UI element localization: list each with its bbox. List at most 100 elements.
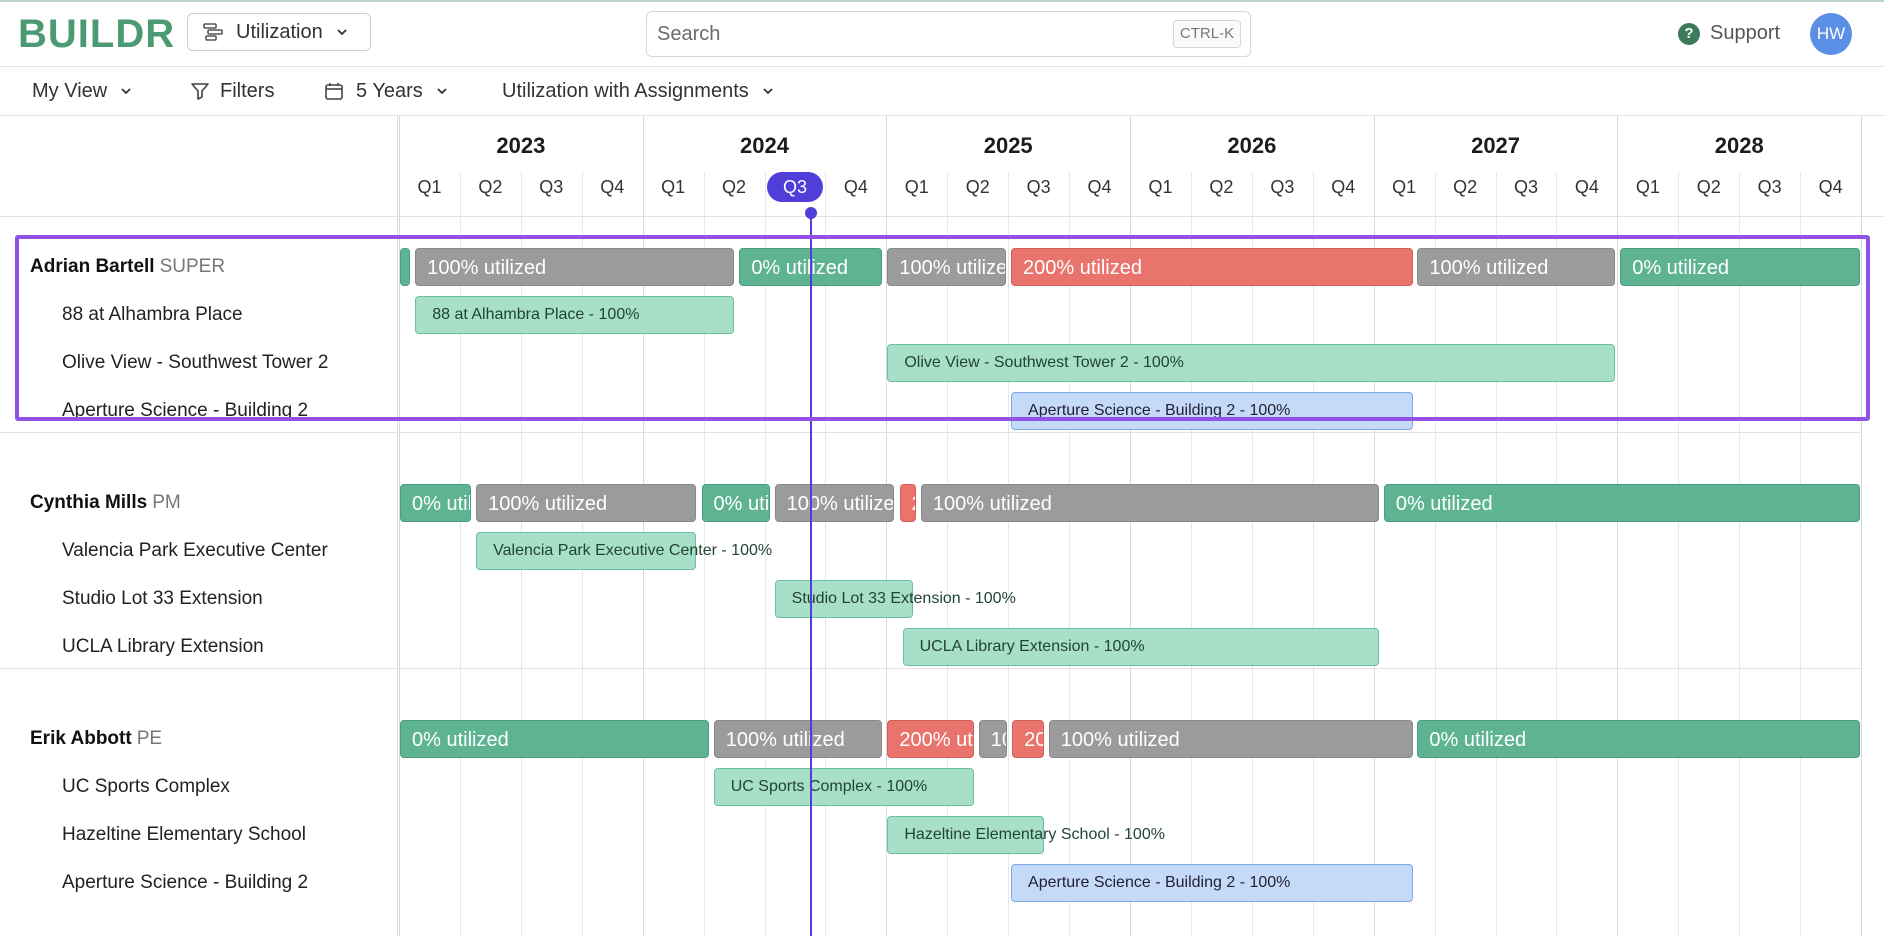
project-name[interactable]: Olive View - Southwest Tower 2 [62,352,329,373]
project-name[interactable]: Aperture Science - Building 2 [62,400,309,421]
current-quarter-label[interactable]: Q3 [766,172,824,202]
quarter-label[interactable]: Q3 [1513,177,1538,197]
project-name[interactable]: Hazeltine Elementary School [62,824,306,845]
person-row-header[interactable]: Cynthia Mills PM [30,492,181,514]
utilization-bar[interactable]: 200% utilized [1012,720,1044,758]
year-label: 2023 [496,133,546,158]
quarter-label[interactable]: Q1 [904,177,929,197]
utilization-bar[interactable]: 200% utilized [1011,248,1413,286]
project-name[interactable]: 88 at Alhambra Place [62,304,243,325]
quarter-gridline [1800,172,1801,936]
quarter-gridline [1069,172,1070,936]
search-input[interactable] [646,11,1251,57]
assignment-bar[interactable]: UCLA Library Extension - 100% [902,628,1379,666]
person-row-header[interactable]: Erik Abbott PE [30,728,162,750]
year-label: 2026 [1227,133,1277,158]
my-view-dropdown[interactable]: My View [32,67,133,115]
assignment-bar[interactable]: Studio Lot 33 Extension - 100% [774,580,1016,618]
quarter-label[interactable]: Q4 [1818,177,1843,197]
utilization-bar[interactable]: 0% utilized [1383,484,1861,522]
gantt-icon [203,23,223,41]
name-column-divider [397,116,398,936]
assignment-bar[interactable]: 88 at Alhambra Place - 100% [415,296,735,334]
person-group-divider [0,668,1860,669]
project-name[interactable]: Aperture Science - Building 2 [62,872,309,893]
help-icon: ? [1678,22,1700,45]
filters-button[interactable]: Filters [190,67,274,115]
assignment-bar[interactable]: Olive View - Southwest Tower 2 - 100% [887,344,1616,382]
utilization-bar[interactable]: 100% utilized [920,484,1379,522]
quarter-label[interactable]: Q2 [1209,177,1234,197]
utilization-bar[interactable] [400,248,411,286]
utilization-bar[interactable]: 100% utilized [887,248,1006,286]
display-mode-dropdown[interactable]: Utilization with Assignments [502,67,775,115]
quarter-gridline [460,172,461,936]
support-link[interactable]: ? Support [1678,22,1780,45]
project-name[interactable]: UCLA Library Extension [62,636,264,657]
person-row-header[interactable]: Adrian Bartell SUPER [30,256,225,278]
assignment-bar[interactable]: Aperture Science - Building 2 - 100% [1011,864,1413,902]
person-role-badge: PM [152,492,181,513]
buildr-logo[interactable]: BUILDR [18,12,176,56]
quarter-label[interactable]: Q2 [722,177,747,197]
quarter-gridline [704,172,705,936]
date-range-dropdown[interactable]: 5 Years [324,67,449,115]
quarter-label[interactable]: Q1 [1148,177,1173,197]
project-name[interactable]: Studio Lot 33 Extension [62,588,263,609]
quarter-label[interactable]: Q4 [1331,177,1356,197]
year-gridline [1374,116,1375,936]
utilization-bar[interactable]: 0% utilized [400,484,472,522]
utilization-bar[interactable]: 200% utilized [899,484,916,522]
quarter-label[interactable]: Q1 [661,177,686,197]
project-name[interactable]: UC Sports Complex [62,776,230,797]
quarter-label[interactable]: Q1 [1635,177,1660,197]
year-label: 2024 [740,133,789,158]
quarter-label[interactable]: Q4 [600,177,625,197]
assignment-bar[interactable]: Aperture Science - Building 2 - 100% [1011,392,1413,430]
utilization-bar[interactable]: 100% utilized [415,248,735,286]
year-gridline [1861,116,1862,936]
quarter-label[interactable]: Q3 [1757,177,1782,197]
quarter-label[interactable]: Q3 [1270,177,1295,197]
quarter-gridline [765,172,766,936]
support-label: Support [1710,22,1781,44]
year-label: 2025 [983,133,1033,158]
person-role-badge: SUPER [159,256,226,277]
utilization-bar[interactable]: 100% utilized [713,720,883,758]
utilization-bar[interactable]: 100% utilized [774,484,895,522]
search-shortcut-badge: CTRL-K [1173,20,1241,48]
user-avatar[interactable]: HW [1810,13,1852,55]
quarter-label[interactable]: Q1 [1392,177,1417,197]
utilization-bar[interactable]: 0% utilized [1417,720,1861,758]
quarter-label[interactable]: Q2 [478,177,503,197]
project-name[interactable]: Valencia Park Executive Center [62,540,328,561]
quarter-label[interactable]: Q4 [1087,177,1112,197]
year-label: 2027 [1471,133,1521,158]
quarter-label[interactable]: Q2 [1453,177,1478,197]
person-name: Erik Abbott [30,728,132,749]
utilization-bar[interactable]: 100% utilized [1417,248,1616,286]
quarter-label[interactable]: Q2 [1696,177,1721,197]
quarter-gridline [1191,172,1192,936]
quarter-label[interactable]: Q4 [1574,177,1599,197]
utilization-bar[interactable]: 100% utilized [1048,720,1413,758]
utilization-bar[interactable]: 0% utilized [400,720,709,758]
view-selector-dropdown[interactable]: Utilization [187,13,371,51]
quarter-label[interactable]: Q4 [843,177,868,197]
quarter-label[interactable]: Q3 [539,177,564,197]
quarter-label[interactable]: Q1 [417,177,442,197]
utilization-bar[interactable]: 0% utilized [1620,248,1861,286]
year-label: 2028 [1714,133,1764,158]
utilization-bar[interactable]: 100% utilized [978,720,1008,758]
year-gridline [1617,116,1618,936]
utilization-bar[interactable]: 100% utilized [476,484,697,522]
timeline-header-divider [0,216,1884,217]
assignment-bar[interactable]: Valencia Park Executive Center - 100% [476,532,772,570]
utilization-bar[interactable]: 0% utilized [701,484,770,522]
quarter-label[interactable]: Q2 [965,177,990,197]
assignment-bar[interactable]: UC Sports Complex - 100% [713,768,974,806]
utilization-bar[interactable]: 200% utilized [887,720,974,758]
quarter-label[interactable]: Q3 [1026,177,1051,197]
person-role-badge: PE [136,728,163,749]
assignment-bar[interactable]: Hazeltine Elementary School - 100% [887,816,1165,854]
